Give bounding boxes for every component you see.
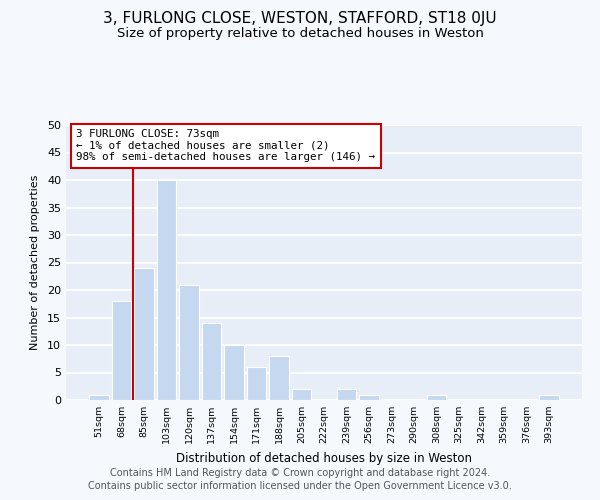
Bar (247, 367, 266, 400)
Bar (292, 389, 311, 400)
Text: Contains HM Land Registry data © Crown copyright and database right 2024.: Contains HM Land Registry data © Crown c… (110, 468, 490, 477)
Bar (539, 394, 559, 400)
Text: Size of property relative to detached houses in Weston: Size of property relative to detached ho… (116, 28, 484, 40)
Bar (359, 394, 379, 400)
Bar (89, 394, 109, 400)
Bar (179, 284, 199, 400)
Bar (337, 389, 356, 400)
Bar (112, 301, 131, 400)
Y-axis label: Number of detached properties: Number of detached properties (30, 175, 40, 350)
X-axis label: Distribution of detached houses by size in Weston: Distribution of detached houses by size … (176, 452, 472, 464)
Bar (202, 323, 221, 400)
Bar (269, 356, 289, 400)
Text: 3, FURLONG CLOSE, WESTON, STAFFORD, ST18 0JU: 3, FURLONG CLOSE, WESTON, STAFFORD, ST18… (103, 11, 497, 26)
Bar (157, 180, 176, 400)
Bar (224, 345, 244, 400)
Bar (427, 394, 446, 400)
Text: 3 FURLONG CLOSE: 73sqm
← 1% of detached houses are smaller (2)
98% of semi-detac: 3 FURLONG CLOSE: 73sqm ← 1% of detached … (76, 129, 376, 162)
Bar (134, 268, 154, 400)
Text: Contains public sector information licensed under the Open Government Licence v3: Contains public sector information licen… (88, 481, 512, 491)
